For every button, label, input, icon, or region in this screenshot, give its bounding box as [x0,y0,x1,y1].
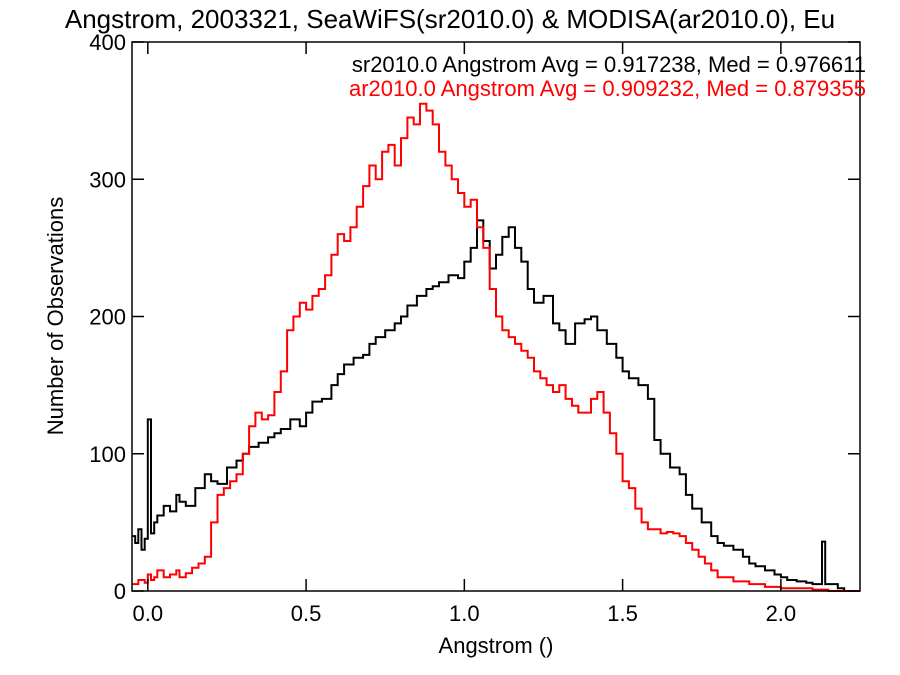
x-tick-label: 0.5 [291,601,322,626]
x-tick-label: 2.0 [766,601,797,626]
y-tick-label: 200 [89,305,126,330]
y-tick-label: 0 [114,579,126,604]
chart-title: Angstrom, 2003321, SeaWiFS(sr2010.0) & M… [65,4,835,34]
y-tick-label: 400 [89,30,126,55]
series-line-sr2010.0 [132,219,860,592]
y-tick-label: 300 [89,167,126,192]
annotation-sr2010: sr2010.0 Angstrom Avg = 0.917238, Med = … [352,52,866,77]
x-tick-label: 1.5 [607,601,638,626]
x-axis-ticks: 0.0 0.5 1.0 1.5 2.0 [133,42,797,626]
x-tick-label: 0.0 [133,601,164,626]
series-layer [132,102,860,592]
series-line-ar2010.0 [132,102,860,592]
y-axis-label: Number of Observations [43,197,68,435]
x-tick-label: 1.0 [449,601,480,626]
y-tick-label: 100 [89,442,126,467]
x-axis-label: Angstrom () [439,633,554,658]
annotation-ar2010: ar2010.0 Angstrom Avg = 0.909232, Med = … [349,76,866,101]
y-axis-ticks: 0 100 200 300 400 [89,30,860,604]
